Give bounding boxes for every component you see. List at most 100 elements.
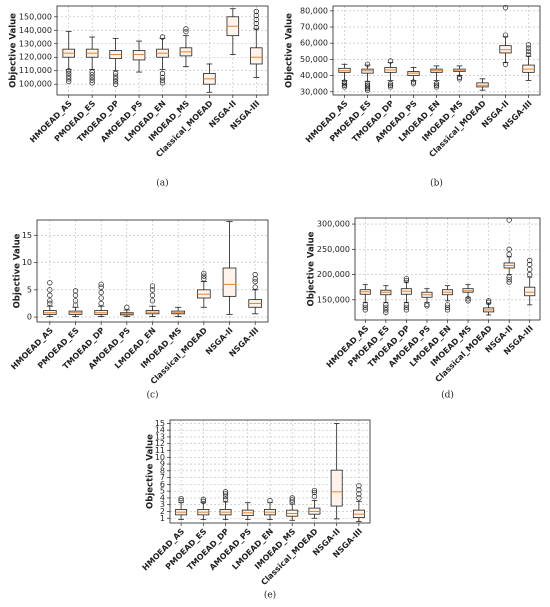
- outlier: [66, 70, 72, 77]
- outlier: [403, 302, 410, 308]
- outlier: [465, 296, 471, 302]
- y-tick-label: 150,000: [19, 12, 52, 21]
- outlier: [124, 304, 130, 310]
- outlier: [200, 498, 206, 504]
- outlier: [149, 287, 156, 293]
- y-tick-label: 4: [160, 493, 165, 502]
- box: [132, 50, 146, 61]
- outlier: [183, 26, 189, 32]
- plot-frame: [36, 219, 269, 323]
- chart-panel: 051015HMOEAD_ASPMOEAD_ESTMOEAD_DPAMOEAD_…: [9, 219, 269, 401]
- outlier: [506, 251, 512, 258]
- y-tick-label: 140,000: [19, 26, 52, 35]
- outlier: [159, 34, 166, 40]
- outlier: [525, 45, 532, 51]
- y-tick-label: 13: [155, 432, 165, 441]
- outlier: [506, 246, 512, 252]
- outlier: [410, 81, 417, 87]
- y-tick-label: 2: [160, 507, 165, 516]
- outlier: [252, 278, 258, 285]
- y-tick-label: 12: [155, 439, 165, 448]
- outlier: [47, 292, 53, 298]
- outlier: [506, 274, 512, 280]
- y-tick-label: 300,000: [317, 220, 350, 229]
- outlier: [424, 301, 430, 307]
- outlier: [383, 302, 389, 308]
- y-tick-label: 80,000: [300, 6, 328, 15]
- y-axis-label: Objective Value: [285, 13, 295, 88]
- outlier: [356, 491, 362, 497]
- y-tick-label: 40,000: [300, 71, 328, 80]
- caption: (c): [146, 390, 158, 401]
- outlier: [98, 289, 104, 296]
- outlier: [387, 82, 394, 88]
- y-tick-label: 130,000: [19, 39, 52, 48]
- outlier: [403, 277, 410, 284]
- outlier: [89, 77, 95, 83]
- box: [524, 286, 536, 297]
- outlier: [433, 84, 440, 90]
- outlier: [311, 487, 318, 494]
- x-tick-label: PMOEAD_ES: [53, 99, 98, 144]
- chart-panel: 30,00040,00050,00060,00070,00080,000HMOE…: [285, 4, 541, 189]
- y-tick-label: 3: [160, 500, 165, 509]
- caption: (a): [156, 178, 168, 189]
- outlier: [222, 496, 229, 502]
- outlier: [525, 42, 532, 48]
- outlier: [403, 304, 410, 311]
- outlier: [253, 16, 259, 23]
- outlier: [444, 304, 451, 311]
- outlier: [98, 295, 104, 301]
- outlier: [502, 4, 509, 11]
- outlier: [222, 491, 229, 497]
- outlier: [364, 81, 371, 87]
- outlier: [89, 74, 95, 81]
- y-tick-label: 30,000: [300, 87, 328, 96]
- outlier: [424, 303, 430, 309]
- outlier: [387, 81, 394, 87]
- y-tick-label: 7: [160, 473, 165, 482]
- outlier: [159, 80, 166, 86]
- outlier: [383, 309, 389, 316]
- outlier: [66, 78, 72, 85]
- outlier: [47, 298, 53, 304]
- outlier: [387, 58, 394, 64]
- outlier: [222, 489, 229, 495]
- y-tick-label: 250,000: [317, 245, 350, 254]
- outlier: [267, 497, 273, 504]
- outlier: [159, 77, 166, 83]
- y-axis-label: Objective Value: [13, 233, 23, 308]
- outlier: [112, 78, 119, 85]
- outlier: [112, 70, 119, 77]
- outlier: [98, 300, 104, 307]
- outlier: [465, 298, 471, 304]
- outlier: [112, 81, 119, 87]
- plot-frame: [169, 419, 371, 524]
- outlier: [311, 489, 318, 496]
- outlier: [289, 495, 295, 501]
- outlier: [252, 284, 258, 290]
- plot-frame: [56, 5, 269, 96]
- outlier: [444, 302, 451, 308]
- y-tick-label: 110,000: [19, 66, 52, 75]
- outlier: [456, 74, 463, 80]
- outlier: [485, 299, 492, 305]
- outlier: [525, 48, 532, 54]
- outlier: [200, 496, 206, 502]
- box: [250, 47, 263, 65]
- y-axis-label: Objective Value: [307, 231, 317, 306]
- y-tick-label: 100,000: [19, 80, 52, 89]
- outlier: [253, 8, 259, 15]
- outlier: [527, 261, 533, 268]
- x-tick-label: LMOEAD_EN: [123, 99, 168, 144]
- outlier: [506, 279, 512, 285]
- outlier: [341, 79, 348, 85]
- outlier: [178, 495, 184, 502]
- outlier: [456, 76, 463, 82]
- outlier: [356, 495, 362, 501]
- y-tick-label: 120,000: [19, 53, 52, 62]
- outlier: [383, 304, 389, 311]
- outlier: [433, 81, 440, 87]
- outlier: [502, 61, 509, 67]
- y-tick-label: 5: [27, 285, 32, 294]
